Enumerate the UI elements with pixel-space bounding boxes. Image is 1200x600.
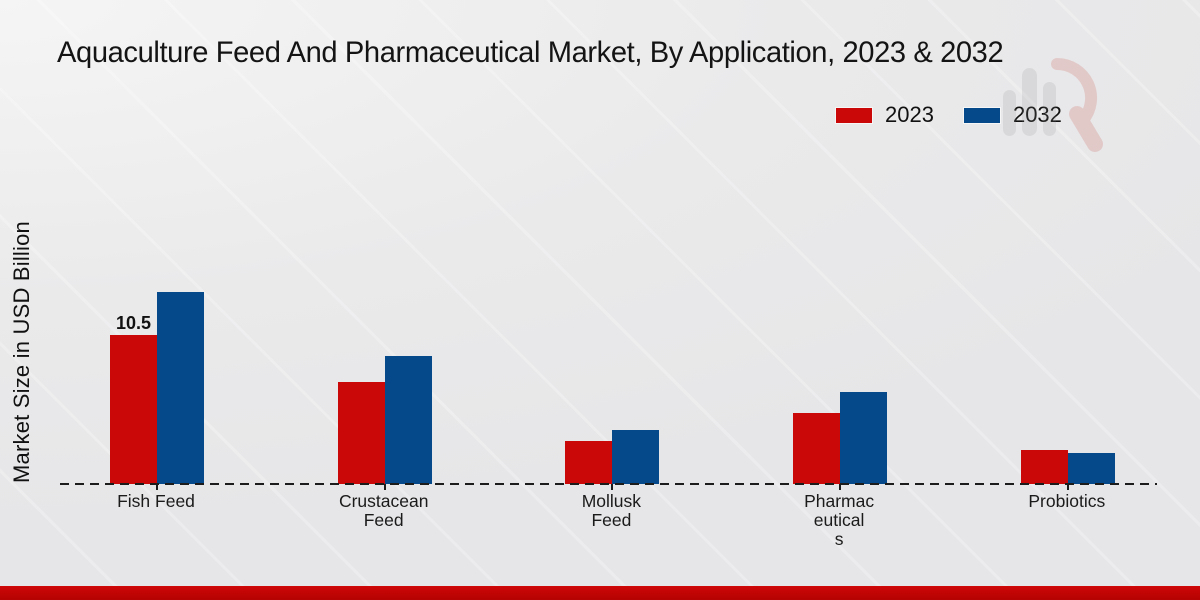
x-axis-tick xyxy=(1066,484,1069,490)
bar-value-label: 10.5 xyxy=(115,313,152,333)
legend-item-2023: 2023 xyxy=(836,102,934,128)
bar-2032-fish-feed xyxy=(157,292,204,484)
x-axis-tick xyxy=(383,484,386,490)
category-label: Probiotics xyxy=(1028,491,1106,511)
x-axis-tick xyxy=(611,484,614,490)
bar-2032-pharmaceuticals xyxy=(840,392,888,484)
legend-swatch-icon xyxy=(836,107,872,123)
bottom-accent-bar xyxy=(0,586,1200,600)
x-axis-tick xyxy=(156,484,158,490)
bar-2032-probiotics xyxy=(1067,453,1115,484)
bar-2023-mollusk-feed xyxy=(565,441,613,484)
category-label: Crustacean Feed xyxy=(338,491,429,530)
legend-swatch-icon xyxy=(963,107,1000,123)
category-label: Fish Feed xyxy=(117,491,195,511)
bar-2023-probiotics xyxy=(1020,450,1068,484)
chart-title: Aquaculture Feed And Pharmaceutical Mark… xyxy=(57,36,1004,69)
bar-2023-pharmaceuticals xyxy=(793,413,841,484)
x-axis-tick xyxy=(839,484,842,490)
category-label: Pharmac eutical s xyxy=(804,491,875,549)
bar-2032-mollusk-feed xyxy=(612,430,660,484)
legend-label: 2032 xyxy=(1012,102,1062,127)
bar-2032-crustacean-feed xyxy=(384,356,432,484)
legend: 2023 2032 xyxy=(836,102,1062,128)
bar-2023-fish-feed xyxy=(110,335,157,484)
legend-label: 2023 xyxy=(885,102,934,127)
category-label: Mollusk Feed xyxy=(581,491,642,530)
bar-2023-crustacean-feed xyxy=(337,382,385,484)
legend-item-2032: 2032 xyxy=(963,102,1062,128)
x-axis-baseline xyxy=(60,483,1157,485)
